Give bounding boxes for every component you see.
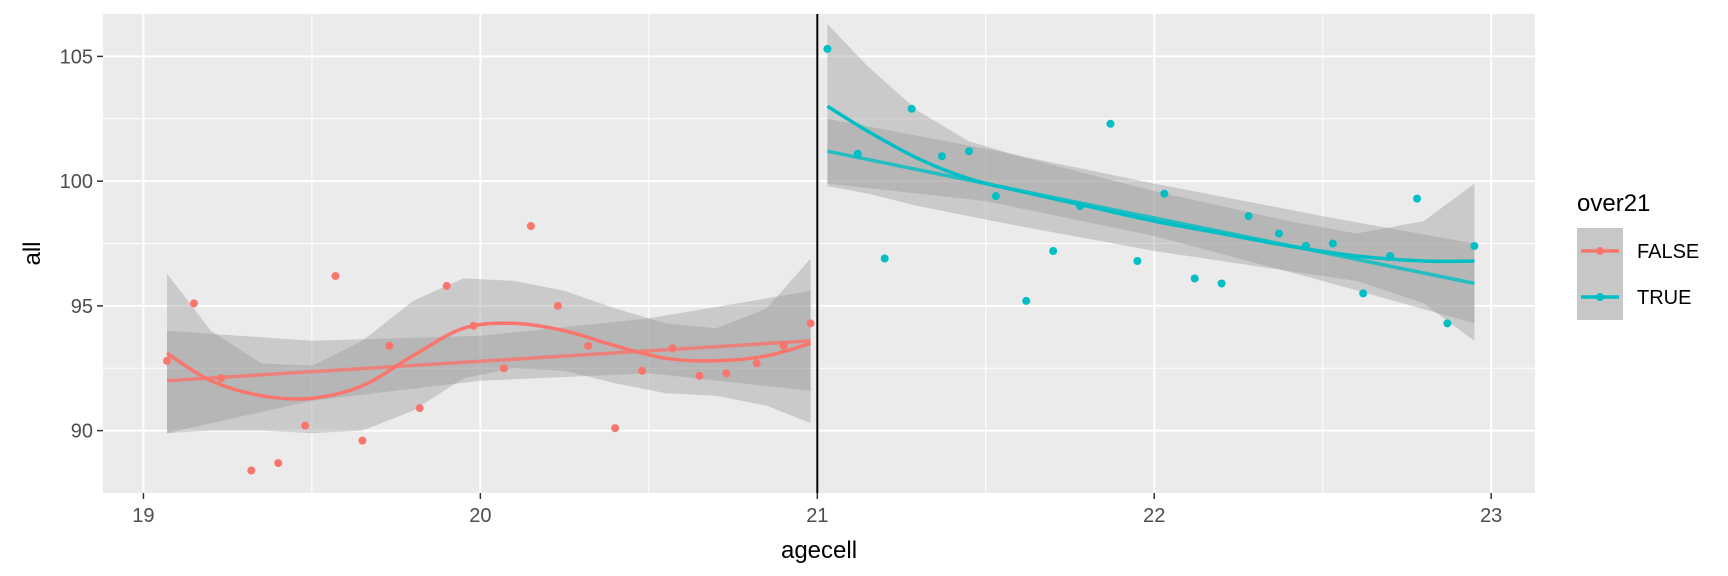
point-true	[880, 254, 889, 263]
x-axis: 19 20 21 22 23	[132, 493, 1502, 527]
point-true	[1443, 319, 1452, 328]
point-true	[991, 192, 1000, 201]
y-tick-label: 105	[60, 46, 93, 68]
point-true	[937, 152, 946, 161]
x-tick-label: 19	[132, 505, 154, 527]
point-false	[442, 281, 451, 290]
point-true	[964, 147, 973, 156]
legend-key-point-true	[1596, 293, 1604, 301]
legend-label-false: FALSE	[1637, 241, 1699, 263]
point-true	[907, 104, 916, 113]
x-tick-label: 20	[469, 505, 491, 527]
y-tick-label: 100	[60, 171, 93, 193]
data-points	[163, 44, 1479, 475]
point-false	[385, 341, 394, 350]
point-false	[752, 359, 761, 368]
legend: over21 FALSE TRUE	[1577, 190, 1699, 320]
point-true	[1160, 189, 1169, 198]
point-false	[584, 341, 593, 350]
point-false	[526, 222, 535, 231]
linear-fit-false	[166, 339, 811, 383]
y-tick-label: 90	[71, 421, 93, 443]
point-true	[823, 44, 832, 53]
point-false	[163, 356, 172, 365]
legend-key-point-false	[1596, 247, 1604, 255]
point-false	[553, 301, 562, 310]
point-true	[1274, 229, 1283, 238]
point-true	[1244, 212, 1253, 221]
point-false	[695, 371, 704, 380]
linear-fit-true	[827, 149, 1475, 286]
legend-title: over21	[1577, 190, 1650, 217]
point-false	[358, 436, 367, 445]
point-false	[274, 459, 283, 468]
point-true	[1049, 247, 1058, 256]
point-false	[638, 366, 647, 375]
loess-band-true	[827, 24, 1475, 341]
plot-panel	[103, 14, 1535, 493]
grid-minor	[103, 14, 1535, 493]
point-true	[1022, 296, 1031, 305]
point-false	[331, 271, 340, 280]
point-true	[1359, 289, 1368, 298]
point-false	[247, 466, 256, 475]
point-true	[1217, 279, 1226, 288]
point-false	[806, 319, 815, 328]
point-true	[1133, 256, 1142, 265]
point-true	[1190, 274, 1199, 283]
point-false	[611, 424, 620, 433]
point-true	[1106, 119, 1115, 128]
point-true	[1470, 242, 1479, 251]
legend-label-true: TRUE	[1637, 287, 1691, 309]
point-false	[189, 299, 198, 308]
x-tick-label: 21	[806, 505, 828, 527]
loess-fit-true	[826, 104, 1475, 264]
y-tick-label: 95	[71, 296, 93, 318]
point-true	[1413, 194, 1422, 203]
point-false	[415, 404, 424, 413]
x-tick-label: 23	[1480, 505, 1502, 527]
x-tick-label: 22	[1143, 505, 1165, 527]
loess-band-false	[167, 258, 811, 434]
point-true	[1328, 239, 1337, 248]
loess-fit-false	[166, 321, 812, 401]
x-axis-title: agecell	[781, 537, 857, 564]
point-false	[722, 369, 731, 378]
y-axis-title: all	[19, 241, 46, 265]
fit-lines	[166, 104, 1475, 401]
point-false	[499, 364, 508, 373]
y-axis: 90 95 100 105	[60, 46, 103, 443]
point-false	[301, 421, 310, 430]
